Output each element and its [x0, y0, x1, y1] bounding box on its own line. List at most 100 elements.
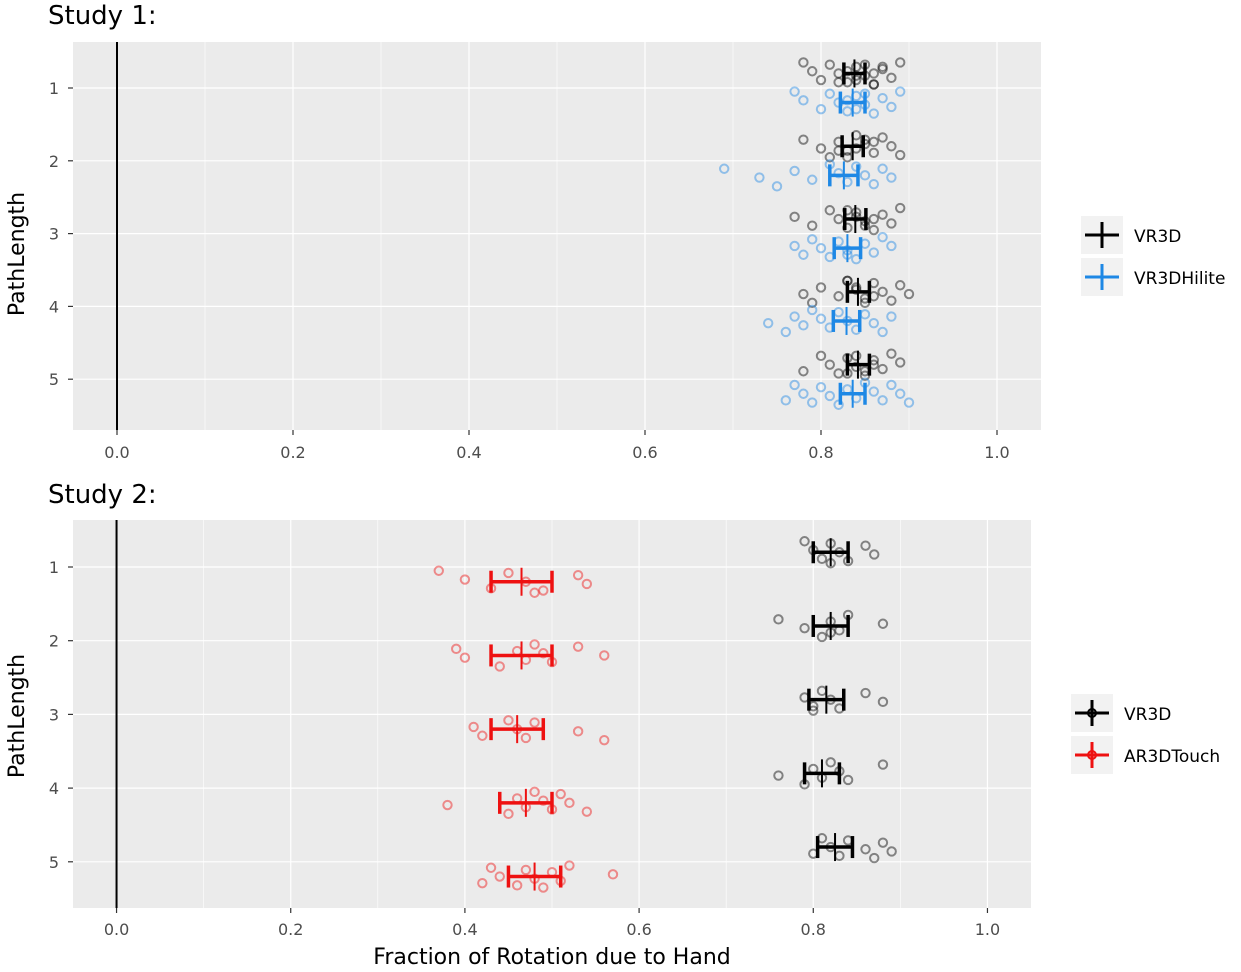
data-point — [789, 240, 800, 252]
data-point — [851, 284, 862, 295]
data-point — [815, 143, 827, 154]
data-point — [477, 730, 488, 741]
data-point — [895, 149, 906, 161]
data-point — [433, 565, 444, 576]
data-point — [581, 578, 593, 590]
data-point — [807, 397, 818, 408]
legend-key-ar3dtouch-point — [1087, 750, 1097, 760]
data-point — [816, 631, 828, 643]
legend-label-vr3d: VR3D — [1134, 227, 1181, 247]
data-point — [798, 366, 809, 377]
data-point — [886, 295, 897, 306]
panel-1-y-axis-title: PathLength — [5, 192, 30, 316]
legend-key-vr3d — [1075, 700, 1109, 726]
data-point — [833, 167, 844, 179]
data-point — [851, 361, 862, 373]
data-point — [529, 639, 540, 650]
data-point — [824, 359, 835, 370]
data-point — [798, 249, 809, 260]
data-point — [581, 806, 593, 817]
data-point — [824, 205, 835, 216]
data-point — [903, 397, 915, 408]
data-point — [824, 59, 835, 70]
data-point — [771, 181, 783, 192]
data-point — [538, 882, 549, 893]
panel-2-marks — [115, 520, 897, 908]
data-point — [868, 136, 879, 148]
data-point — [851, 161, 862, 172]
data-point — [868, 79, 879, 90]
data-point — [564, 860, 575, 871]
data-point — [859, 170, 871, 181]
x-tick-label: 0.2 — [278, 920, 303, 939]
data-point — [877, 63, 888, 75]
data-point — [798, 57, 809, 68]
data-point — [789, 211, 800, 223]
data-point — [538, 648, 549, 659]
data-point — [815, 381, 827, 393]
data-point — [851, 350, 862, 362]
x-tick-label: 0.6 — [626, 920, 651, 939]
legend-label-vr3dhilite: VR3DHilite — [1134, 269, 1225, 289]
data-point — [538, 585, 549, 596]
data-point — [572, 726, 584, 737]
data-point — [599, 734, 610, 746]
data-point — [895, 202, 906, 214]
data-point — [815, 242, 827, 254]
data-point — [529, 587, 540, 598]
data-point — [503, 808, 514, 820]
data-point — [886, 172, 897, 183]
data-point — [877, 132, 888, 143]
data-point — [798, 95, 809, 106]
data-point — [859, 138, 871, 150]
data-point — [868, 178, 879, 190]
data-point — [529, 717, 540, 728]
data-point — [789, 165, 800, 177]
data-point — [868, 317, 879, 329]
data-point — [816, 553, 828, 565]
data-point — [851, 70, 862, 81]
data-point — [572, 641, 584, 652]
data-point — [511, 880, 523, 891]
data-point — [815, 313, 827, 324]
data-point — [869, 852, 880, 864]
data-point — [851, 74, 862, 86]
data-point — [773, 770, 784, 781]
x-tick-label: 1.0 — [984, 443, 1009, 462]
data-point — [807, 234, 818, 245]
data-point — [842, 774, 854, 786]
legend-key-vr3d — [1085, 222, 1119, 248]
data-point — [869, 549, 880, 560]
data-point — [877, 618, 889, 629]
data-point — [503, 715, 514, 726]
data-point — [494, 871, 505, 882]
data-point — [807, 174, 818, 185]
panel-2-x-ticks: 0.0 0.2 0.4 0.6 0.8 1.0 — [104, 908, 1000, 939]
data-point — [824, 152, 835, 163]
x-tick-label: 0.0 — [104, 443, 129, 462]
data-point — [529, 786, 540, 798]
data-point — [833, 368, 844, 379]
x-axis-title: Fraction of Rotation due to Hand — [373, 945, 730, 970]
panel-2-legend: VR3D AR3DTouch — [1071, 694, 1220, 774]
data-point — [807, 297, 818, 309]
y-tick-label: 5 — [49, 853, 59, 872]
data-point — [798, 288, 809, 300]
data-point — [868, 68, 879, 79]
data-point — [895, 57, 906, 68]
data-point — [824, 88, 835, 99]
data-point — [754, 172, 765, 183]
data-point — [877, 759, 889, 770]
y-tick-label: 1 — [49, 558, 59, 577]
data-point — [868, 213, 879, 225]
data-point — [877, 231, 888, 243]
panel-1-gridlines — [73, 42, 1041, 430]
data-point — [860, 687, 871, 699]
data-point — [877, 696, 889, 708]
data-point — [877, 209, 888, 220]
data-point — [886, 72, 897, 84]
data-point — [459, 574, 471, 585]
data-point — [815, 74, 827, 86]
data-point — [886, 311, 897, 322]
data-point — [851, 61, 862, 73]
